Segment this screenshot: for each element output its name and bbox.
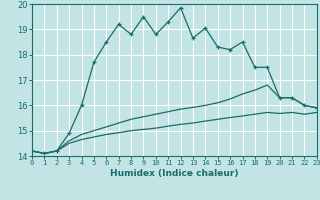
X-axis label: Humidex (Indice chaleur): Humidex (Indice chaleur): [110, 169, 239, 178]
